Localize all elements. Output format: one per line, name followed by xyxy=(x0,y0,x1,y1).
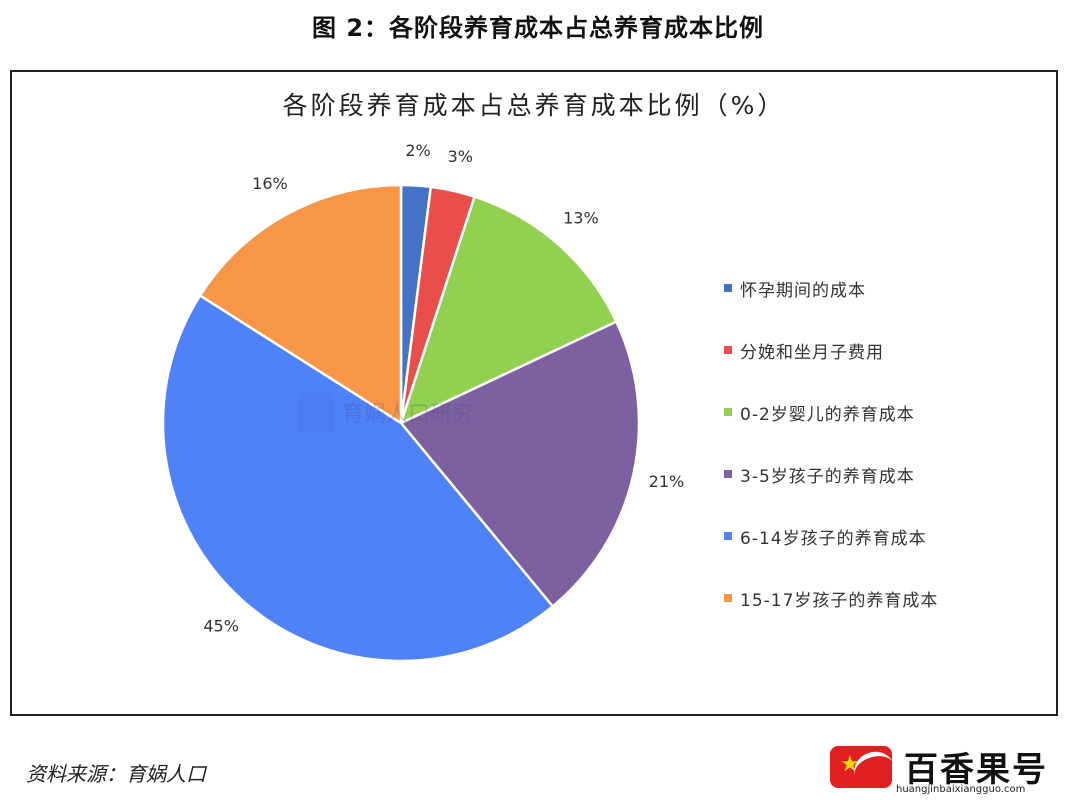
pie-data-label-2: 13% xyxy=(563,208,599,227)
watermark-text: 育娲人口研究 xyxy=(342,402,475,427)
pie-slice-2 xyxy=(398,195,619,426)
pie-chart: 2% 3% 13% 21% 45% 16% xyxy=(161,141,685,663)
pie-data-label-1: 3% xyxy=(448,147,473,166)
pie-slice-5 xyxy=(198,183,403,426)
legend-swatch-2 xyxy=(724,408,732,416)
pie-data-label-4: 45% xyxy=(203,617,239,636)
site-badge[interactable]: ★ 百香果号 huangjinbaixiangguo.com xyxy=(826,742,1066,798)
pie-slice-4 xyxy=(161,293,555,663)
watermark-logo-icon xyxy=(298,392,334,432)
legend-label-5: 15-17岁孩子的养育成本 xyxy=(740,590,939,611)
chart-title: 各阶段养育成本占总养育成本比例（%） xyxy=(282,91,786,120)
legend-item-2: 0-2岁婴儿的养育成本 xyxy=(724,381,938,443)
pie-data-label-5: 16% xyxy=(252,174,288,193)
pie-data-label-0: 2% xyxy=(405,141,430,160)
pie-data-label-3: 21% xyxy=(649,472,685,491)
star-icon: ★ xyxy=(840,752,860,777)
site-url: huangjinbaixiangguo.com xyxy=(896,784,1026,795)
source-note: 资料来源：育娲人口 xyxy=(26,762,206,786)
pie-slice-3 xyxy=(399,320,641,609)
legend-label-2: 0-2岁婴儿的养育成本 xyxy=(740,404,915,425)
legend-item-0: 怀孕期间的成本 xyxy=(724,257,938,319)
site-name: 百香果号 xyxy=(904,750,1048,790)
chart-frame: 各阶段养育成本占总养育成本比例（%） 2% 3% 13% 21% 45% 16% 育娲人口… xyxy=(10,70,1058,716)
legend-label-1: 分娩和坐月子费用 xyxy=(740,342,884,363)
legend-swatch-5 xyxy=(724,594,732,602)
legend-label-4: 6-14岁孩子的养育成本 xyxy=(740,528,927,549)
legend-swatch-3 xyxy=(724,470,732,478)
legend: 怀孕期间的成本 分娩和坐月子费用 0-2岁婴儿的养育成本 3-5岁孩子的养育成本 6-1… xyxy=(724,257,938,629)
legend-item-5: 15-17岁孩子的养育成本 xyxy=(724,567,938,629)
figure-caption: 图 2：各阶段养育成本占总养育成本比例 xyxy=(311,14,765,42)
legend-label-3: 3-5岁孩子的养育成本 xyxy=(740,466,915,487)
legend-swatch-0 xyxy=(724,284,732,292)
legend-item-4: 6-14岁孩子的养育成本 xyxy=(724,505,938,567)
watermark: 育娲人口研究 xyxy=(298,392,474,432)
legend-swatch-1 xyxy=(724,346,732,354)
legend-label-0: 怀孕期间的成本 xyxy=(740,280,866,301)
legend-item-3: 3-5岁孩子的养育成本 xyxy=(724,443,938,505)
legend-swatch-4 xyxy=(724,532,732,540)
legend-item-1: 分娩和坐月子费用 xyxy=(724,319,938,381)
site-logo-icon: ★ xyxy=(830,746,892,788)
